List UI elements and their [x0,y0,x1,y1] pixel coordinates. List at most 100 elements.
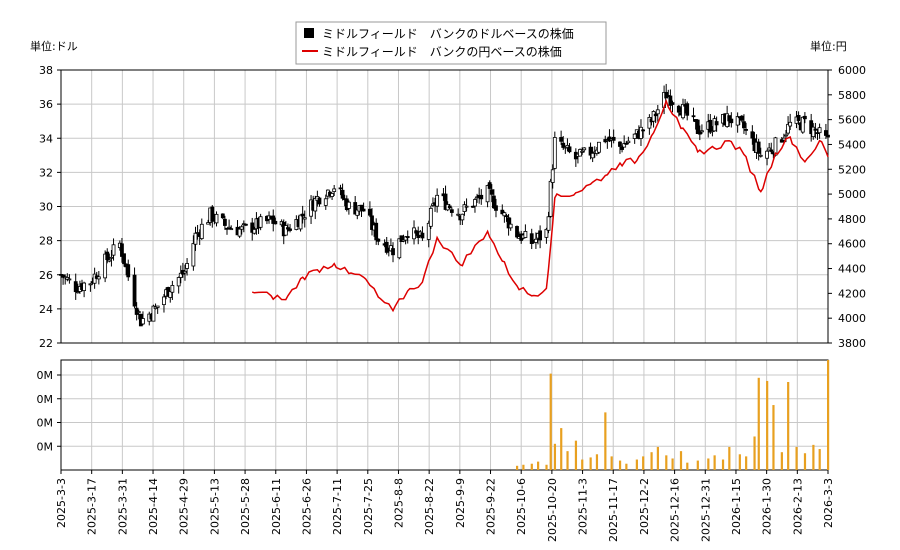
volume-bar [549,373,552,470]
candle-body [655,109,660,115]
candle-body [273,220,278,225]
x-tick-label: 2025-5-13 [208,478,221,535]
candle-body [170,285,175,293]
y-right-tick-label: 5200 [838,163,866,176]
volume-bar [537,461,540,470]
candle-body [447,205,452,209]
candle-body [460,213,465,221]
candle-body [815,132,820,135]
y-right-tick-label: 4200 [838,287,866,300]
y-left-tick-label: 34 [39,132,53,145]
volume-y-axis: 0M 0M 0M 0M [37,369,61,453]
candle-body [727,115,732,122]
candle-body [479,194,484,200]
candle-body [811,126,816,138]
candle-body [426,222,431,240]
candle-body [758,154,763,157]
candle-body [508,223,513,229]
candle-body [244,223,248,226]
candle-body [176,277,181,287]
volume-bar [787,382,790,470]
x-tick-label: 2025-11-17 [607,478,620,542]
candle-body [651,111,656,122]
candle-body [376,238,381,242]
candle-body [800,116,805,133]
candle-body [502,212,507,217]
candle-body [714,121,719,126]
x-tick-label: 2025-7-11 [331,478,344,535]
candle-body [250,222,255,233]
candle-body [353,202,358,215]
volume-bar [696,460,699,470]
candle-body [626,140,631,144]
candle-body [399,235,404,242]
candle-body [767,147,772,151]
candle-body [681,103,685,119]
y-right-unit: 単位:円 [810,39,847,53]
candle-body [258,216,263,228]
candle-body [817,127,822,134]
candle-body [103,253,108,279]
candle-body [620,146,624,150]
candle-body [788,121,793,127]
x-tick-label: 2025-8-8 [392,478,405,528]
candle-body [361,208,366,212]
volume-bar [574,440,578,470]
x-tick-label: 2025-11-3 [577,478,590,535]
x-tick-label: 2025-12-2 [638,478,651,535]
candle-body [786,123,790,134]
candle-body [384,241,389,253]
y-right-tick-label: 5000 [838,188,866,201]
vol-tick-label: 0M [37,369,54,382]
candle-body [462,204,467,212]
x-tick-label: 2025-10-20 [546,478,559,542]
candle-body [534,238,538,243]
candle-body [449,209,454,213]
candle-body [332,188,337,192]
candle-body [109,256,114,259]
legend-usd-label: ミドルフィールド バンクのドルベースの株価 [322,26,574,41]
candle-body [122,253,126,265]
candle-body [744,128,748,131]
candle-body [370,215,374,230]
y-left-axis: 22 24 26 28 30 32 34 36 38 [39,64,61,350]
candle-body [473,199,477,207]
candle-body [237,228,242,237]
volume-bar [530,463,533,470]
candle-body [67,278,72,281]
x-tick-label: 2025-9-9 [454,478,467,528]
candle-body [489,189,494,195]
candle-body [298,214,303,230]
candle-body [111,244,116,256]
vol-tick-label: 0M [37,393,54,406]
x-tick-label: 2025-3-3 [55,478,68,528]
y-left-tick-label: 24 [39,303,53,316]
x-tick-label: 2025-4-14 [147,478,160,535]
legend-usd-marker [304,28,314,38]
candle-body [823,130,828,136]
candle-body [443,193,448,210]
candle-body [252,229,257,234]
candle-body [590,152,595,159]
candle-body [750,131,755,139]
candle-body [653,113,658,117]
vol-tick-label: 0M [37,440,54,453]
candle-body [239,226,244,230]
x-tick-label: 2026-1-30 [761,478,774,535]
candle-body [580,150,585,153]
candle-body [639,126,643,139]
candle-body [735,116,740,126]
candle-body [288,228,292,231]
x-tick-label: 2025-5-28 [239,478,252,535]
candle-body [88,283,93,286]
candle-body [178,272,183,278]
candle-body [96,276,101,280]
x-tick-label: 2025-10-6 [515,478,528,535]
candle-body [107,259,112,262]
y-right-tick-label: 5400 [838,138,866,151]
candle-body [756,141,761,154]
candle-body [65,277,70,280]
candle-body [491,195,496,209]
candle-body [300,213,305,217]
